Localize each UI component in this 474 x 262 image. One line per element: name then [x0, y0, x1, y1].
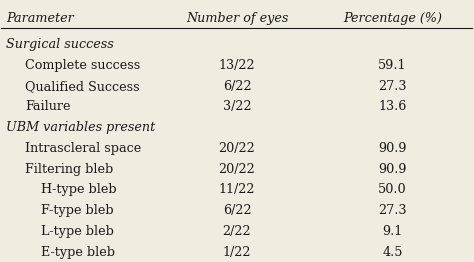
Text: Complete success: Complete success	[25, 59, 140, 72]
Text: 27.3: 27.3	[378, 80, 407, 93]
Text: 59.1: 59.1	[378, 59, 407, 72]
Text: E-type bleb: E-type bleb	[41, 246, 116, 259]
Text: Number of eyes: Number of eyes	[186, 12, 288, 25]
Text: L-type bleb: L-type bleb	[41, 225, 114, 238]
Text: Percentage (%): Percentage (%)	[343, 12, 442, 25]
Text: 20/22: 20/22	[219, 142, 255, 155]
Text: Failure: Failure	[25, 100, 71, 113]
Text: 6/22: 6/22	[223, 80, 251, 93]
Text: 27.3: 27.3	[378, 204, 407, 217]
Text: Parameter: Parameter	[6, 12, 74, 25]
Text: 90.9: 90.9	[378, 163, 407, 176]
Text: H-type bleb: H-type bleb	[41, 183, 117, 196]
Text: 3/22: 3/22	[223, 100, 251, 113]
Text: 20/22: 20/22	[219, 163, 255, 176]
Text: Qualified Success: Qualified Success	[25, 80, 139, 93]
Text: 50.0: 50.0	[378, 183, 407, 196]
Text: 9.1: 9.1	[383, 225, 402, 238]
Text: Intrascleral space: Intrascleral space	[25, 142, 141, 155]
Text: 2/22: 2/22	[223, 225, 251, 238]
Text: 13/22: 13/22	[219, 59, 255, 72]
Text: 13.6: 13.6	[378, 100, 407, 113]
Text: 11/22: 11/22	[219, 183, 255, 196]
Text: UBM variables present: UBM variables present	[6, 121, 155, 134]
Text: Filtering bleb: Filtering bleb	[25, 163, 113, 176]
Text: 90.9: 90.9	[378, 142, 407, 155]
Text: 6/22: 6/22	[223, 204, 251, 217]
Text: 4.5: 4.5	[382, 246, 403, 259]
Text: F-type bleb: F-type bleb	[41, 204, 114, 217]
Text: Surgical success: Surgical success	[6, 38, 114, 51]
Text: 1/22: 1/22	[223, 246, 251, 259]
